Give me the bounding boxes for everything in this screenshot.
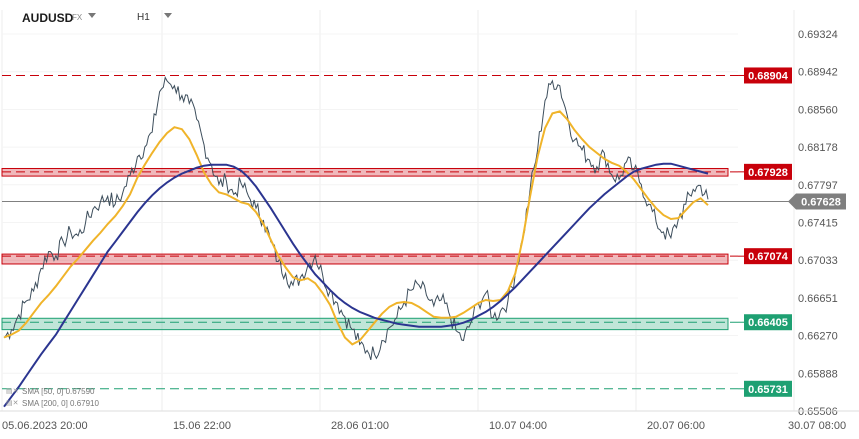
symbol-label[interactable]: AUDUSD [22, 11, 74, 25]
current-price-label: 0.67628 [801, 196, 841, 208]
level-tag [744, 314, 792, 331]
y-tick-label: 0.67797 [798, 180, 838, 192]
level-tag-label: 0.67074 [748, 251, 789, 263]
market-label: FX [72, 13, 83, 22]
y-tick-label: 0.68560 [798, 104, 838, 116]
legend-item-sma50[interactable]: ▤✕ SMA [50, 0] 0.67590 [6, 386, 99, 398]
chart-toolbar: AUDUSD FX H1 [0, 0, 300, 34]
timeframe-dropdown-icon[interactable] [164, 13, 172, 18]
level-tag [744, 163, 792, 180]
symbol-dropdown-icon[interactable] [88, 13, 96, 18]
legend-label: SMA [200, 0] 0.67910 [22, 399, 99, 408]
level-band [1, 317, 729, 331]
level-tag-label: 0.67928 [748, 167, 788, 179]
x-tick-label: 05.06.2023 20:00 [2, 420, 88, 432]
series-layer [3, 76, 709, 408]
current-price-tag [788, 193, 846, 210]
level-tag-label: 0.65731 [748, 384, 788, 396]
indicator-legend: ▤✕ SMA [50, 0] 0.67590 ▤✕ SMA [200, 0] 0… [6, 386, 99, 410]
y-tick-label: 0.65888 [798, 368, 838, 380]
y-tick-label: 0.66651 [798, 293, 838, 305]
legend-item-sma200[interactable]: ▤✕ SMA [200, 0] 0.67910 [6, 398, 99, 410]
x-axis: 05.06.2023 20:00 15.06 22:00 28.06 01:00 10… [0, 410, 859, 432]
price-line [3, 76, 709, 361]
y-tick-label: 0.65506 [798, 406, 838, 418]
indicator-settings-icon[interactable]: ▤✕ [6, 388, 19, 395]
price-tags: 0.68904 0.67928 0.67074 0.66405 0.65731 0.676… [738, 67, 846, 397]
timeframe-label[interactable]: H1 [137, 12, 150, 23]
x-tick-label: 10.07 04:00 [489, 420, 547, 432]
y-axis: 0.69324 0.68942 0.68560 0.68178 0.67797 0.674… [798, 29, 838, 418]
sma50-line [3, 110, 709, 346]
level-tag [744, 380, 792, 397]
x-tick-label: 28.06 01:00 [331, 420, 389, 432]
indicator-settings-icon[interactable]: ▤✕ [6, 400, 19, 407]
y-tick-label: 0.68178 [798, 142, 838, 154]
level-tag-label: 0.68904 [748, 70, 789, 82]
sma200-line [3, 162, 709, 408]
y-tick-label: 0.66270 [798, 331, 838, 343]
x-tick-label: 20.07 06:00 [647, 420, 705, 432]
x-tick-label: 30.07 08:00 [788, 420, 846, 432]
level-tag [744, 67, 792, 84]
legend-label: SMA [50, 0] 0.67590 [22, 387, 95, 396]
y-tick-label: 0.68942 [798, 67, 838, 79]
y-tick-label: 0.67415 [798, 218, 838, 230]
x-tick-label: 15.06 22:00 [173, 420, 231, 432]
level-tag-label: 0.66405 [748, 317, 788, 329]
level-lines [2, 74, 792, 390]
y-tick-label: 0.67033 [798, 255, 838, 267]
level-band [1, 253, 729, 265]
y-tick-label: 0.69324 [798, 29, 838, 41]
level-tag [744, 248, 792, 265]
grid-lines [1, 10, 795, 412]
